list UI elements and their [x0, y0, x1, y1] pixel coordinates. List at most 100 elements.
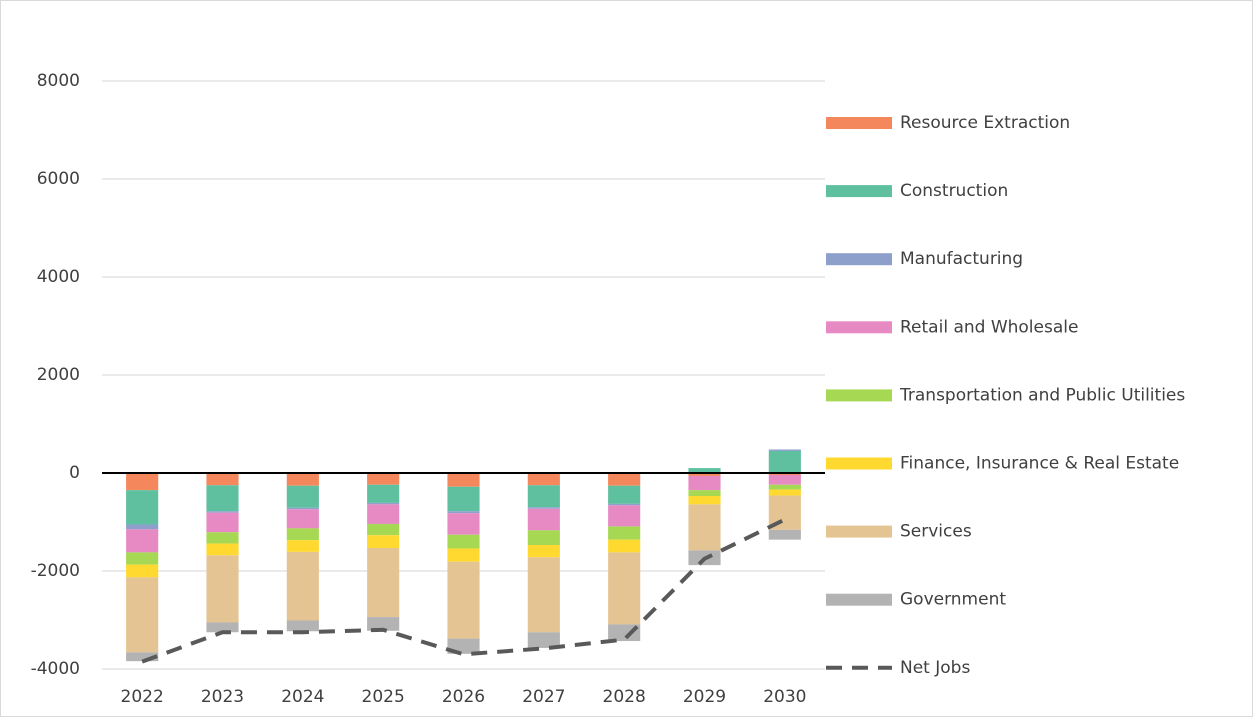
bar-segment — [768, 449, 801, 451]
x-tick-label: 2023 — [201, 687, 244, 707]
bar-segment — [447, 486, 480, 512]
y-tick-label: 6000 — [37, 169, 80, 189]
bar-segment — [286, 473, 319, 486]
bar-segment — [206, 511, 239, 513]
y-tick-label: -4000 — [31, 659, 80, 679]
legend-swatch — [826, 321, 892, 334]
legend-swatch — [826, 117, 892, 129]
bar-segment — [286, 620, 319, 632]
bar-segment — [367, 502, 400, 505]
bar-segment — [206, 512, 239, 533]
bar-segment — [447, 561, 480, 639]
bar-segment — [608, 624, 641, 642]
bar-segment — [206, 543, 239, 556]
bar-segment — [367, 547, 400, 618]
bar-segment — [286, 507, 319, 510]
bar-segment — [286, 509, 319, 529]
y-tick-label: -2000 — [31, 561, 80, 581]
bar-segment — [367, 484, 400, 503]
y-tick-label: 8000 — [37, 71, 80, 91]
bar-segment — [527, 508, 560, 531]
bar-segment — [688, 473, 721, 476]
bar-segment — [206, 622, 239, 633]
bar-segment — [527, 530, 560, 546]
bar-segment — [126, 524, 159, 530]
bar-segment — [367, 617, 400, 631]
bar-segment — [688, 468, 721, 473]
bar-segment — [286, 485, 319, 508]
bar-segment — [527, 632, 560, 648]
bar-segment — [367, 523, 400, 536]
bar-segment — [688, 496, 721, 505]
bar-segment — [447, 548, 480, 562]
legend-label: Services — [900, 522, 972, 542]
bar-segment — [768, 529, 801, 540]
bar-segment — [608, 552, 641, 625]
bar-segment — [768, 474, 801, 485]
bar-segment — [608, 539, 641, 553]
bar-segment — [688, 490, 721, 497]
bar-segment — [206, 473, 239, 486]
x-tick-label: 2028 — [603, 687, 646, 707]
legend-label: Net Jobs — [900, 658, 970, 678]
legend-label: Retail and Wholesale — [900, 317, 1078, 337]
bar-segment — [527, 545, 560, 558]
legend-swatch — [826, 525, 892, 538]
bar-segment — [527, 473, 560, 486]
bar-segment — [126, 552, 159, 565]
legend-label: Manufacturing — [900, 249, 1023, 269]
bar-segment — [286, 540, 319, 552]
net-line — [141, 517, 786, 664]
bar-segment — [367, 504, 400, 524]
legend-label: Resource Extraction — [900, 113, 1070, 133]
legend-swatch — [826, 185, 892, 198]
bar-segment — [367, 535, 400, 548]
y-tick-label: 2000 — [37, 365, 80, 385]
x-tick-label: 2027 — [522, 687, 565, 707]
bar-segment — [608, 505, 641, 527]
legend-label: Construction — [900, 181, 1008, 201]
bar-segment — [527, 485, 560, 508]
bar-segment — [206, 555, 239, 623]
bar-segment — [447, 513, 480, 535]
bar-segment — [527, 507, 560, 509]
bar-segment — [608, 473, 641, 486]
bar-segment — [527, 557, 560, 633]
bar-segment — [688, 475, 721, 491]
bar-segment — [126, 577, 159, 653]
bar-segment — [447, 511, 480, 514]
bar-segment — [447, 473, 480, 487]
bar-segment — [768, 484, 801, 490]
bar-segment — [367, 473, 400, 485]
x-tick-label: 2025 — [362, 687, 405, 707]
bar-segment — [768, 450, 801, 473]
bar-segment — [608, 526, 641, 540]
x-tick-label: 2022 — [121, 687, 164, 707]
bar-segment — [608, 503, 641, 506]
legend-swatch — [826, 253, 892, 266]
x-tick-label: 2029 — [683, 687, 726, 707]
bar-segment — [126, 529, 159, 553]
bar-segment — [688, 504, 721, 551]
bar-segment — [126, 564, 159, 578]
bar-segment — [126, 652, 159, 662]
x-tick-label: 2026 — [442, 687, 485, 707]
bar-segment — [286, 551, 319, 621]
x-tick-label: 2024 — [281, 687, 324, 707]
legend-swatch — [826, 593, 892, 606]
legend-swatch — [826, 457, 892, 470]
x-tick-label: 2030 — [763, 687, 806, 707]
bar-segment — [206, 485, 239, 512]
legend-swatch — [826, 389, 892, 402]
bar-segment — [608, 485, 641, 504]
bar-segment — [126, 490, 159, 525]
legend-label: Finance, Insurance & Real Estate — [900, 454, 1179, 474]
legend-label: Transportation and Public Utilities — [899, 385, 1185, 405]
y-tick-label: 4000 — [37, 267, 80, 287]
y-tick-label: 0 — [69, 463, 80, 483]
bar-segment — [768, 489, 801, 496]
bar-segment — [286, 528, 319, 541]
bar-segment — [126, 473, 159, 491]
legend-label: Government — [900, 590, 1006, 610]
